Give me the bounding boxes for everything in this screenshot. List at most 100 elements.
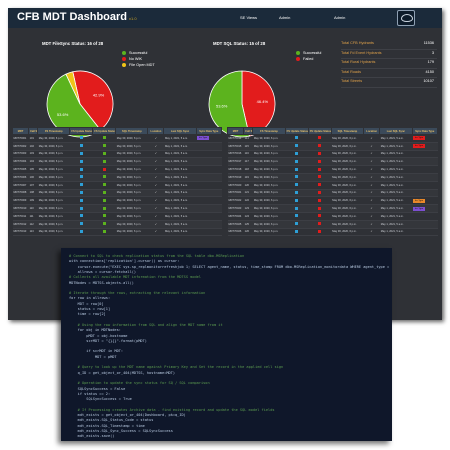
mdt-cell: MDT70012 (12, 220, 29, 229)
check-cell: ✓ (363, 142, 380, 151)
last-sync-cell: May 1, 2021, 5 a.m. (379, 173, 413, 182)
table-row[interactable]: MDT70019 119 May 30, 2020, 6 p.m. May 30, 2… (227, 173, 438, 182)
table-row[interactable]: MDT70013 113 May 30, 2020, 6 p.m. May 30, 2… (12, 228, 222, 237)
column-header[interactable]: Last SQL Sync (163, 127, 197, 135)
filesync-legend: Successful No WIK File Open MDT (122, 50, 155, 68)
table-row[interactable]: MDT70026 126 May 30, 2020, 6 p.m. May 30, 2… (227, 228, 438, 237)
table-row[interactable]: MDT70015 115 May 30, 2020, 6 p.m. May 30, 2… (227, 142, 438, 151)
column-header[interactable]: FS Timestamp (37, 127, 71, 135)
check-icon: ✓ (154, 136, 158, 140)
table-row[interactable]: MDT70024 124 May 30, 2020, 6 p.m. May 30, 2… (227, 212, 438, 221)
table-row[interactable]: MDT70002 102 May 30, 2020, 6 p.m. May 30, 2… (12, 142, 222, 151)
sql-timestamp-cell: May 30, 2020, 6 p.m. (331, 212, 364, 221)
code-line: SQLSyncSuccess = True (69, 397, 132, 402)
table-row[interactable]: MDT70004 104 May 30, 2020, 6 p.m. May 30, 2… (12, 157, 222, 167)
table-row[interactable]: MDT70001 101 May 30, 2020, 6 p.m. May 30, 2… (12, 134, 222, 143)
table-row[interactable]: MDT70011 111 May 30, 2020, 6 p.m. May 30, 2… (12, 212, 222, 221)
fs-update-icon (102, 167, 106, 171)
fs-status-icon (79, 229, 83, 233)
column-header[interactable]: MDT (11, 127, 30, 135)
last-sync-cell: May 1, 2021, 5 a.m. (379, 157, 413, 167)
table-row[interactable]: MDT70018 118 May 30, 2020, 6 p.m. May 30, 2… (227, 165, 438, 174)
column-header[interactable]: Call Sign (28, 127, 39, 135)
sync-type-cell (196, 189, 222, 198)
fs-status-cell (285, 181, 309, 190)
filesync-slice (72, 70, 114, 131)
fs-update-icon (102, 190, 106, 194)
last-sync-cell: May 1, 2021, 5 a.m. (379, 142, 413, 151)
mdt-cell: MDT70016 (227, 150, 244, 159)
column-header[interactable]: FS Timestamp (252, 127, 286, 135)
table-row[interactable]: MDT70014 114 May 30, 2020, 6 p.m. May 30, 2… (227, 134, 438, 143)
table-row[interactable]: MDT70023 123 May 30, 2020, 6 p.m. May 30, 2… (227, 204, 438, 213)
call-sign-cell: 124 (243, 212, 253, 221)
table-row[interactable]: MDT70006 106 May 30, 2020, 6 p.m. May 30, 2… (12, 173, 222, 182)
sql-timestamp-cell: May 30, 2020, 6 p.m. (331, 181, 364, 190)
fs-update-cell (92, 134, 116, 143)
table-row[interactable]: MDT70008 108 May 30, 2020, 6 p.m. May 30, 2… (12, 189, 222, 198)
nav-link-admin[interactable]: Admin (279, 15, 291, 20)
column-header[interactable]: Call Sign (243, 127, 254, 135)
sync-type-cell (412, 173, 438, 182)
fs-status-icon (295, 229, 299, 233)
table-row[interactable]: MDT70021 121 May 30, 2020, 6 p.m. May 30, 2… (227, 189, 438, 198)
fs-update-cell (92, 196, 116, 206)
fs-status-cell (69, 212, 93, 221)
sync-type-cell (412, 165, 438, 174)
column-header[interactable]: Location (147, 127, 165, 135)
code-comment-line: # Iterate through the rows, extracting t… (69, 291, 206, 296)
last-sync-cell: May 1, 2021, 5 a.m. (163, 181, 197, 190)
table-row[interactable]: MDT70017 117 May 30, 2020, 6 p.m. May 30, 2… (227, 157, 438, 167)
table-row[interactable]: MDT70003 103 May 30, 2020, 6 p.m. May 30, 2… (12, 150, 222, 159)
table-row[interactable]: MDT70012 112 May 30, 2020, 6 p.m. May 30, 2… (12, 220, 222, 229)
call-sign-cell: 118 (243, 165, 253, 174)
column-header[interactable]: SQL Timestamp (330, 127, 365, 135)
column-header[interactable]: Last SQL Sync (379, 127, 413, 135)
fs-status-cell (285, 134, 309, 143)
column-header[interactable]: FS Update Status (307, 127, 332, 135)
sql-timestamp-cell: May 30, 2020, 6 p.m. (331, 142, 364, 151)
fs-status-icon (79, 151, 83, 155)
check-icon: ✓ (154, 207, 158, 211)
column-header[interactable]: Sync Data Type (195, 127, 223, 135)
fs-update-cell (308, 157, 332, 167)
table-row[interactable]: MDT70007 107 May 30, 2020, 6 p.m. May 30, 2… (12, 181, 222, 190)
table-row[interactable]: MDT70025 125 May 30, 2020, 6 p.m. May 30, 2… (227, 220, 438, 229)
code-line: with connections['replication'].cursor()… (69, 259, 180, 264)
nav-link-se-views[interactable]: SE Views (240, 15, 258, 20)
mdt-cell: MDT70005 (12, 165, 29, 174)
table-row[interactable]: MDT70020 120 May 30, 2020, 6 p.m. May 30, 2… (227, 181, 438, 190)
column-header[interactable]: Location (363, 127, 381, 135)
table-row[interactable]: MDT70005 105 May 30, 2020, 6 p.m. May 30, 2… (12, 165, 222, 174)
call-sign-cell: 114 (243, 134, 253, 143)
last-sync-cell: May 1, 2021, 5 a.m. (379, 220, 413, 229)
stat-value: 11536 (423, 41, 434, 45)
check-cell: ✓ (363, 220, 380, 229)
check-cell: ✓ (363, 181, 380, 190)
column-header[interactable]: FS Update Status (69, 127, 94, 135)
column-header[interactable]: FS Update Status (284, 127, 309, 135)
column-header[interactable]: FS Update Status (92, 127, 117, 135)
nav-link-admin-2[interactable]: Admin (334, 15, 346, 20)
fs-update-cell (92, 212, 116, 221)
check-icon: ✓ (154, 160, 158, 164)
check-cell: ✓ (147, 228, 164, 237)
table-row[interactable]: MDT70016 116 May 30, 2020, 6 p.m. May 30, 2… (227, 150, 438, 159)
table-row[interactable]: MDT70022 122 May 30, 2020, 6 p.m. May 30, 2… (227, 196, 438, 206)
code-line: if scrMDT in MDT: (69, 349, 124, 354)
code-line: mdt_exists.SQL_Timestamp = time (69, 423, 145, 428)
column-header[interactable]: SQL Timestamp (115, 127, 149, 135)
table-row[interactable]: MDT70010 110 May 30, 2020, 6 p.m. May 30, 2… (12, 204, 222, 213)
filesync-slice-label: 53.6% (57, 112, 69, 117)
column-header[interactable]: MDT (226, 127, 245, 135)
table-row[interactable]: MDT70009 109 May 30, 2020, 6 p.m. May 30, 2… (12, 196, 222, 206)
sync-type-cell (412, 189, 438, 198)
last-sync-cell: May 1, 2021, 5 a.m. (163, 150, 197, 159)
shield-logo-icon (397, 10, 415, 26)
call-sign-cell: 101 (28, 134, 38, 143)
fs-status-cell (285, 204, 309, 213)
fs-update-icon (102, 175, 106, 179)
column-header[interactable]: Sync Data Type (411, 127, 439, 135)
